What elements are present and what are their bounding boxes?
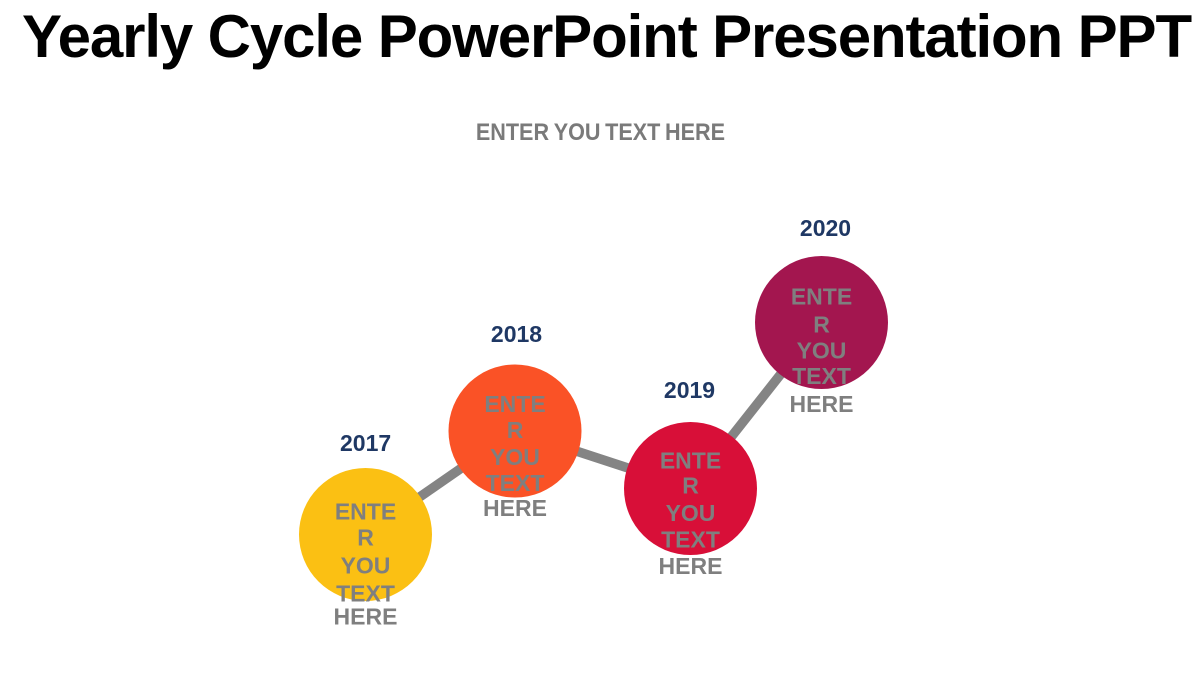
svg-text:YOU: YOU <box>490 444 540 470</box>
svg-text:ENTE: ENTE <box>484 391 545 417</box>
svg-text:HERE: HERE <box>659 553 723 579</box>
svg-text:2018: 2018 <box>491 321 542 347</box>
svg-text:YOU: YOU <box>666 500 716 526</box>
svg-text:R: R <box>682 473 699 499</box>
svg-text:R: R <box>813 312 830 338</box>
svg-text:ENTE: ENTE <box>335 499 396 525</box>
svg-text:R: R <box>507 417 524 443</box>
svg-text:HERE: HERE <box>334 604 398 630</box>
svg-text:2019: 2019 <box>664 377 715 403</box>
svg-text:ENTE: ENTE <box>660 448 721 474</box>
svg-text:TEXT: TEXT <box>661 527 720 553</box>
svg-text:2017: 2017 <box>340 430 391 456</box>
svg-text:2020: 2020 <box>800 215 851 241</box>
svg-text:R: R <box>357 525 374 551</box>
svg-text:ENTE: ENTE <box>791 284 852 310</box>
svg-text:YOU: YOU <box>797 338 847 364</box>
svg-text:TEXT: TEXT <box>486 470 545 496</box>
svg-text:TEXT: TEXT <box>792 363 851 389</box>
svg-text:HERE: HERE <box>483 495 547 521</box>
svg-text:YOU: YOU <box>341 553 391 579</box>
svg-text:TEXT: TEXT <box>336 581 395 607</box>
svg-text:HERE: HERE <box>790 391 854 417</box>
